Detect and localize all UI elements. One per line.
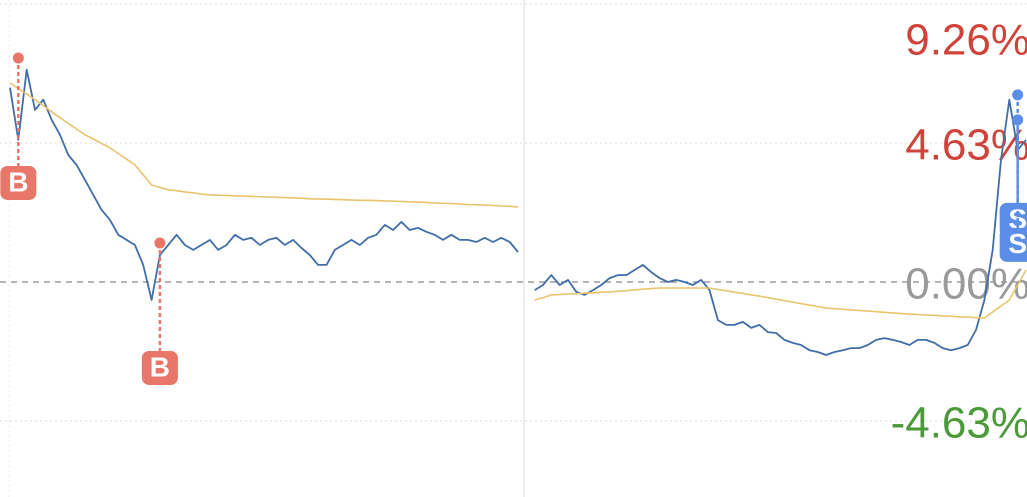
y-tick-labels: 9.26% 4.63% 0.00% -4.63%: [891, 16, 1027, 448]
marker-label: B: [8, 166, 28, 197]
marker-badge: [999, 227, 1027, 262]
marker-dot: [12, 52, 24, 64]
marker-badge: [141, 350, 178, 385]
y-tick-label: 9.26%: [905, 16, 1027, 65]
trade-marker: B: [141, 237, 178, 385]
trade-marker: B: [0, 52, 37, 200]
price-line: [9, 68, 1027, 356]
marker-label: B: [150, 351, 170, 382]
y-tick-label: 4.63%: [905, 121, 1027, 170]
average-line: [9, 82, 1027, 319]
marker-badge: [0, 165, 37, 200]
trade-marker: S: [999, 114, 1027, 262]
y-tick-label: -4.63%: [891, 399, 1027, 448]
grid: [0, 3, 1027, 422]
marker-dot: [1012, 89, 1024, 101]
y-tick-label: 0.00%: [905, 260, 1027, 309]
marker-dot: [1012, 114, 1024, 126]
marker-dot: [154, 237, 166, 249]
marker-label: S: [1008, 228, 1027, 259]
